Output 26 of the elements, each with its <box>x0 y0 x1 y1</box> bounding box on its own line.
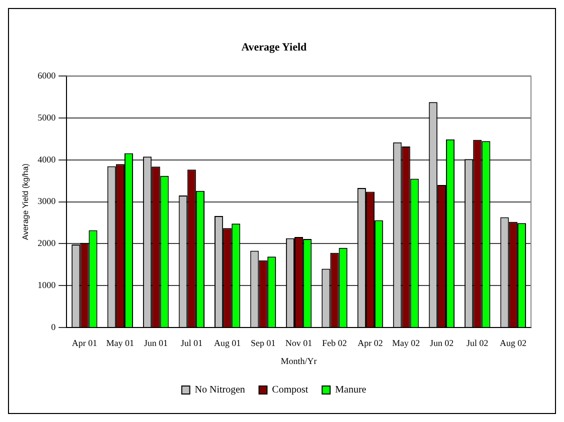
y-tick-label: 6000 <box>38 70 56 81</box>
x-tick-label: Jul 02 <box>466 338 488 348</box>
legend-label: Manure <box>335 384 367 396</box>
x-tick-label: May 01 <box>106 338 134 348</box>
y-tick-label: 5000 <box>38 112 56 122</box>
x-tick-label: Jun 02 <box>430 338 454 348</box>
x-axis-title: Month/Yr <box>280 356 317 366</box>
x-tick-label: Aug 01 <box>214 338 241 348</box>
x-tick-label: Jun 01 <box>144 338 168 348</box>
x-tick-label: Apr 02 <box>358 338 383 348</box>
x-tick-label: Nov 01 <box>285 338 312 348</box>
legend-label: No Nitrogen <box>194 384 246 396</box>
x-tick-label: Sep 01 <box>250 338 276 348</box>
y-tick-label: 3000 <box>38 196 56 206</box>
y-tick-label: 1000 <box>38 280 56 290</box>
x-tick-label: Jul 01 <box>180 338 203 348</box>
y-tick-label: 4000 <box>38 154 56 164</box>
legend-label: Compost <box>272 384 308 396</box>
x-tick-label: Feb 02 <box>322 338 347 348</box>
x-tick-label: May 02 <box>392 338 420 348</box>
y-tick-label: 2000 <box>38 238 56 248</box>
chart-title: Average Yield <box>241 41 307 54</box>
y-tick-label: 0 <box>51 322 56 332</box>
x-tick-label: Aug 02 <box>500 338 527 348</box>
x-tick-label: Apr 01 <box>72 338 98 348</box>
y-axis-title: Average Yield (kg/ha) <box>21 163 30 240</box>
